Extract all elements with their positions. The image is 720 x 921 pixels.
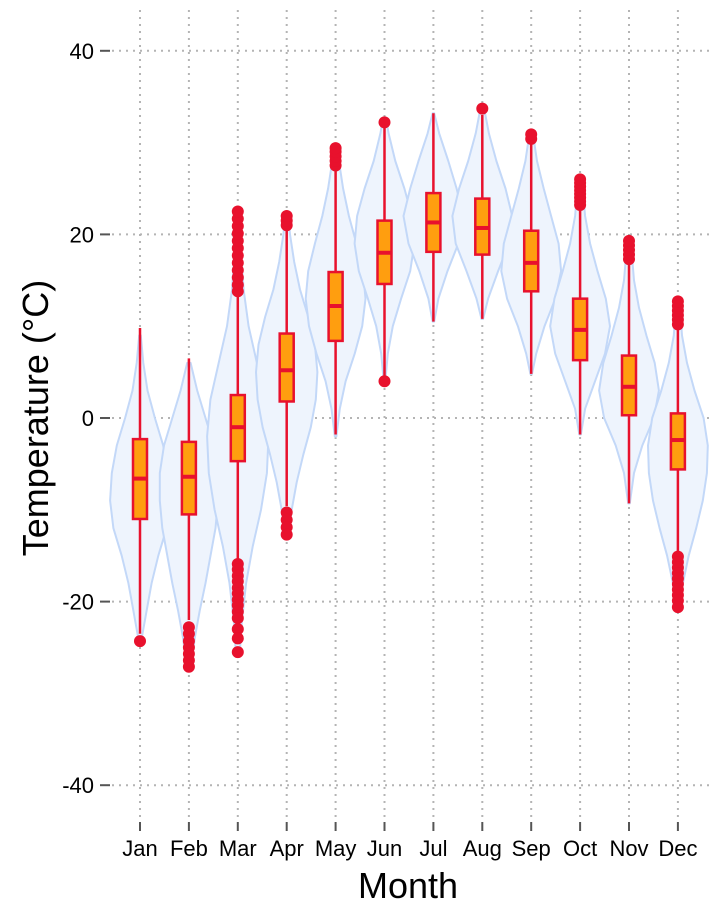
- outlier-point: [231, 632, 244, 645]
- x-axis-title: Month: [358, 865, 458, 906]
- outlier-point: [574, 173, 587, 186]
- outlier-point: [378, 116, 391, 129]
- outlier-point: [231, 623, 244, 636]
- x-tick-label: Mar: [219, 836, 257, 861]
- x-tick-label: May: [315, 836, 357, 861]
- outlier-point: [182, 660, 195, 673]
- outlier-point: [329, 142, 342, 155]
- outlier-point: [671, 295, 684, 308]
- y-axis-title: Temperature (°C): [15, 280, 56, 556]
- y-tick-label: -20: [62, 590, 94, 615]
- outlier-point: [231, 205, 244, 218]
- outlier-point: [231, 646, 244, 659]
- x-tick-label: Oct: [563, 836, 597, 861]
- x-tick-label: Apr: [270, 836, 304, 861]
- outlier-point: [280, 210, 293, 223]
- outlier-point: [378, 375, 391, 388]
- y-tick-label: 0: [82, 406, 94, 431]
- boxplot-layer: [131, 102, 687, 673]
- x-tick-label: Dec: [658, 836, 697, 861]
- violin-layer: [109, 106, 709, 667]
- x-tick-label: Aug: [463, 836, 502, 861]
- y-tick-label: 40: [70, 39, 94, 64]
- x-axis: Jan Feb Mar Apr May Jun Jul Aug Sep Oct Nov Dec: [122, 822, 697, 861]
- y-axis: -40 -20 0 20 40: [62, 39, 110, 798]
- outlier-point: [280, 528, 293, 541]
- outlier-point: [231, 612, 244, 625]
- outlier-point: [476, 102, 489, 115]
- x-tick-label: Nov: [609, 836, 648, 861]
- x-tick-label: Jun: [367, 836, 402, 861]
- outlier-point: [134, 635, 146, 648]
- outlier-point: [525, 128, 538, 141]
- x-tick-label: Feb: [170, 836, 208, 861]
- y-tick-label: 20: [70, 222, 94, 247]
- x-tick-label: Jul: [419, 836, 447, 861]
- box-iqr: [278, 332, 295, 403]
- x-tick-label: Sep: [512, 836, 551, 861]
- outlier-point: [623, 234, 635, 247]
- y-tick-label: -40: [62, 773, 94, 798]
- outlier-point: [671, 601, 684, 614]
- x-tick-label: Jan: [122, 836, 157, 861]
